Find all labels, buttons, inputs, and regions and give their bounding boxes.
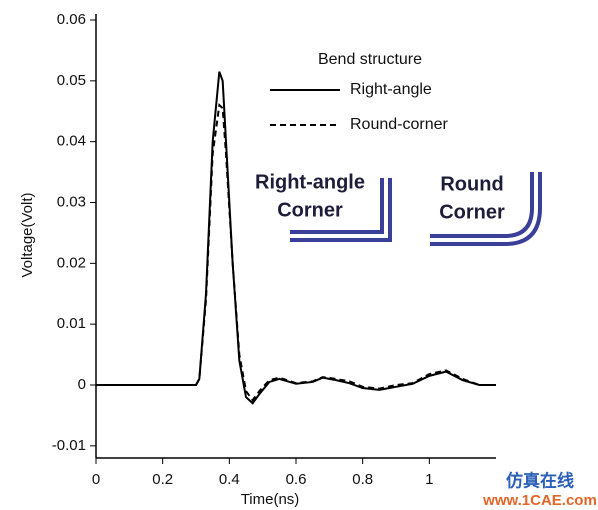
watermark: www.1CAE.com	[482, 492, 597, 509]
legend-title: Bend structure	[318, 51, 422, 68]
x-tick-label: 0.6	[286, 471, 307, 488]
x-axis-label: Time(ns)	[241, 491, 300, 508]
watermark: 仿真在线	[506, 470, 574, 490]
annotation: Corner	[277, 199, 343, 221]
annotation: Round	[440, 173, 503, 195]
annotation: Corner	[439, 201, 505, 223]
y-tick-label: 0.04	[57, 133, 86, 150]
legend-label: Right-angle	[350, 81, 432, 98]
y-tick-label: 0.05	[57, 72, 86, 89]
x-tick-label: 1	[425, 471, 433, 488]
y-tick-label: 0.06	[57, 11, 86, 28]
y-axis-label: Voltage(Volt)	[19, 192, 36, 277]
x-tick-label: 0	[92, 471, 100, 488]
x-tick-label: 0.2	[152, 471, 173, 488]
y-tick-label: 0.01	[57, 315, 86, 332]
x-tick-label: 0.4	[219, 471, 240, 488]
annotation: Right-angle	[255, 171, 365, 193]
y-tick-label: 0	[78, 376, 86, 393]
y-tick-label: 0.03	[57, 193, 86, 210]
line-series	[96, 103, 496, 402]
y-tick-label: -0.01	[52, 437, 86, 454]
y-tick-label: 0.02	[57, 254, 86, 271]
x-tick-label: 0.8	[352, 471, 373, 488]
legend-label: Round-corner	[350, 116, 449, 133]
corner-icons	[290, 172, 542, 246]
